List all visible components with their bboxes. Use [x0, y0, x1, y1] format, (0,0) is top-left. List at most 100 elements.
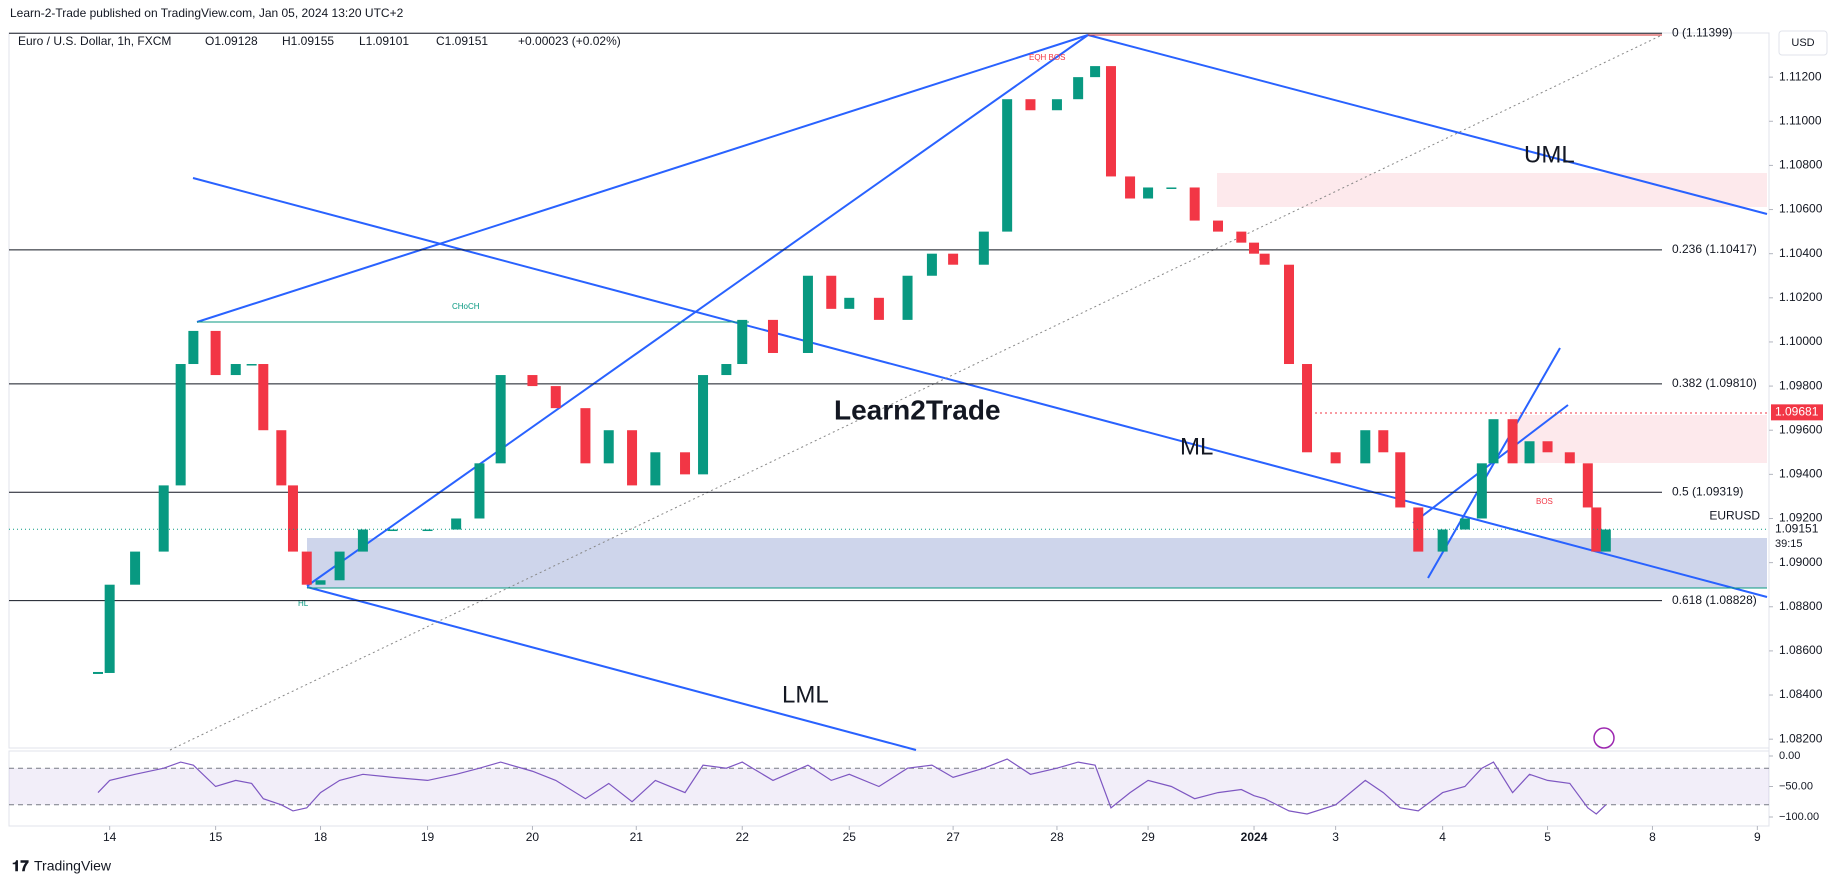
candle	[230, 364, 241, 376]
bos-label: BOS	[1536, 497, 1553, 506]
supply-zone	[1217, 173, 1767, 207]
symbol-title: Euro / U.S. Dollar, 1h, FXCM	[18, 34, 171, 48]
fib-label: 0.382 (1.09810)	[1672, 376, 1757, 390]
y-tick-label: 1.09400	[1779, 467, 1823, 481]
y-tick-label: 1.11000	[1779, 113, 1822, 127]
candle	[474, 463, 485, 519]
swing-line	[196, 34, 1089, 323]
candle	[627, 430, 638, 486]
oscillator-line	[97, 758, 1607, 815]
x-tick-label: 14	[103, 830, 117, 844]
candle	[104, 584, 115, 673]
y-tick-label: 1.08400	[1779, 687, 1823, 701]
ohlc-value: +0.00023 (+0.02%)	[518, 34, 621, 48]
candle	[737, 319, 748, 365]
fib-label: 0.618 (1.08828)	[1672, 593, 1757, 607]
fib-label: 0.236 (1.10417)	[1672, 242, 1757, 256]
candle	[1413, 507, 1424, 552]
candle	[527, 375, 538, 387]
ohlc-value: C1.09151	[436, 34, 488, 48]
y-tick-label: 1.09000	[1779, 555, 1823, 569]
oscillator-tick-label: −50.00	[1779, 780, 1813, 792]
candle	[844, 297, 855, 309]
x-tick-label: 29	[1141, 830, 1155, 844]
symbol-label: EURUSD	[1709, 508, 1760, 522]
candle	[1507, 419, 1518, 464]
candle	[1330, 452, 1341, 464]
ohlc-value: L1.09101	[359, 34, 409, 48]
y-tick-label: 1.08600	[1779, 643, 1823, 657]
candle	[802, 275, 813, 353]
candle	[1476, 463, 1487, 519]
candle	[580, 408, 591, 464]
candle	[188, 330, 199, 365]
ml-label: ML	[1180, 433, 1213, 460]
alert-icon[interactable]	[1593, 727, 1615, 749]
candle	[1542, 441, 1553, 453]
candle	[1437, 529, 1448, 552]
pitchfork	[192, 34, 1768, 751]
y-tick-label: 1.09800	[1779, 378, 1823, 392]
oscillator-band	[9, 768, 1769, 805]
eqh-bos-label: EQH BOS	[1029, 53, 1065, 62]
y-tick-label: 1.09600	[1779, 422, 1823, 436]
fib-trend-line	[169, 34, 1663, 751]
uml-label: UML	[1524, 141, 1575, 168]
last-price-label: 1.09151	[1775, 521, 1819, 535]
candle	[1591, 507, 1602, 552]
candle	[1302, 364, 1313, 453]
fib-label: 0 (1.11399)	[1672, 25, 1733, 39]
candle	[276, 430, 287, 486]
x-tick-label: 18	[314, 830, 328, 844]
swing-line	[306, 34, 1089, 587]
oscillator-tick-label: 0.00	[1779, 750, 1800, 762]
candle	[451, 518, 462, 530]
hl-label: HL	[298, 599, 309, 608]
x-tick-label: 8	[1649, 830, 1656, 844]
candle	[287, 485, 298, 552]
candle	[1524, 441, 1535, 464]
candle	[334, 551, 345, 581]
y-tick-label: 1.10600	[1779, 202, 1823, 216]
candle	[158, 485, 169, 552]
candle	[1143, 187, 1154, 199]
candle	[210, 330, 221, 376]
marked-level-box	[1771, 404, 1823, 421]
candle	[767, 319, 778, 353]
candle	[1600, 529, 1611, 552]
marked-level-label: 1.09681	[1775, 405, 1819, 419]
x-tick-label: 5	[1544, 830, 1551, 844]
candle	[1284, 264, 1294, 365]
candle	[301, 551, 312, 585]
channel-line	[1412, 404, 1569, 524]
tv-logo: 𝟏𝟕	[12, 858, 29, 875]
candle	[1105, 66, 1116, 177]
candle	[926, 253, 937, 276]
watermark: Learn2Trade	[834, 394, 1001, 425]
candle	[1073, 77, 1084, 100]
choch-label: CHoCH	[452, 302, 480, 311]
candle	[1259, 253, 1270, 265]
candle	[1488, 419, 1499, 464]
candle	[1378, 430, 1389, 453]
fib-label: 0.5 (1.09319)	[1672, 484, 1743, 498]
main-pane	[8, 32, 1770, 749]
candle	[1395, 452, 1406, 508]
ohlc-value: O1.09128	[205, 34, 258, 48]
candle	[650, 452, 661, 486]
currency-box[interactable]	[1778, 30, 1828, 56]
x-tick-label: 22	[736, 830, 750, 844]
candle	[1360, 430, 1371, 464]
y-tick-label: 1.10400	[1779, 246, 1823, 260]
candle	[1166, 187, 1177, 189]
y-tick-label: 1.09200	[1779, 511, 1823, 525]
candle	[902, 275, 913, 320]
candle	[721, 364, 732, 376]
candle	[1025, 99, 1036, 111]
publisher: Learn-2-Trade published on TradingView.c…	[10, 6, 404, 20]
candle	[422, 529, 433, 532]
currency[interactable]: USD	[1791, 37, 1814, 49]
x-tick-label: 3	[1332, 830, 1339, 844]
candle	[978, 231, 989, 265]
